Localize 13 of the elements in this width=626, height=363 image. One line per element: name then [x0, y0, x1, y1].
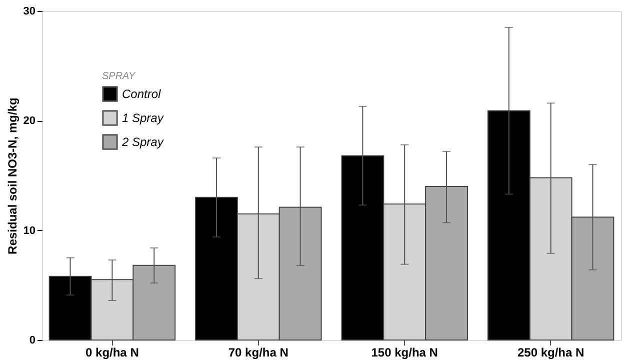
legend-label: 1 Spray — [122, 111, 164, 125]
x-tick-label: 0 kg/ha N — [86, 346, 139, 360]
legend-title: SPRAY — [102, 71, 136, 82]
y-tick-label: 20 — [23, 115, 36, 128]
legend-label: Control — [122, 87, 162, 101]
x-tick-label: 70 kg/ha N — [228, 346, 288, 360]
legend-label: 2 Spray — [121, 135, 164, 149]
y-tick-label: 10 — [23, 224, 36, 237]
x-tick-label: 150 kg/ha N — [371, 346, 438, 360]
y-tick-label: 0 — [29, 334, 36, 346]
x-tick-label: 250 kg/ha N — [517, 346, 584, 360]
y-tick-label: 30 — [23, 6, 36, 18]
y-axis-title: Residual soil NO3-N, mg/kg — [5, 98, 20, 254]
